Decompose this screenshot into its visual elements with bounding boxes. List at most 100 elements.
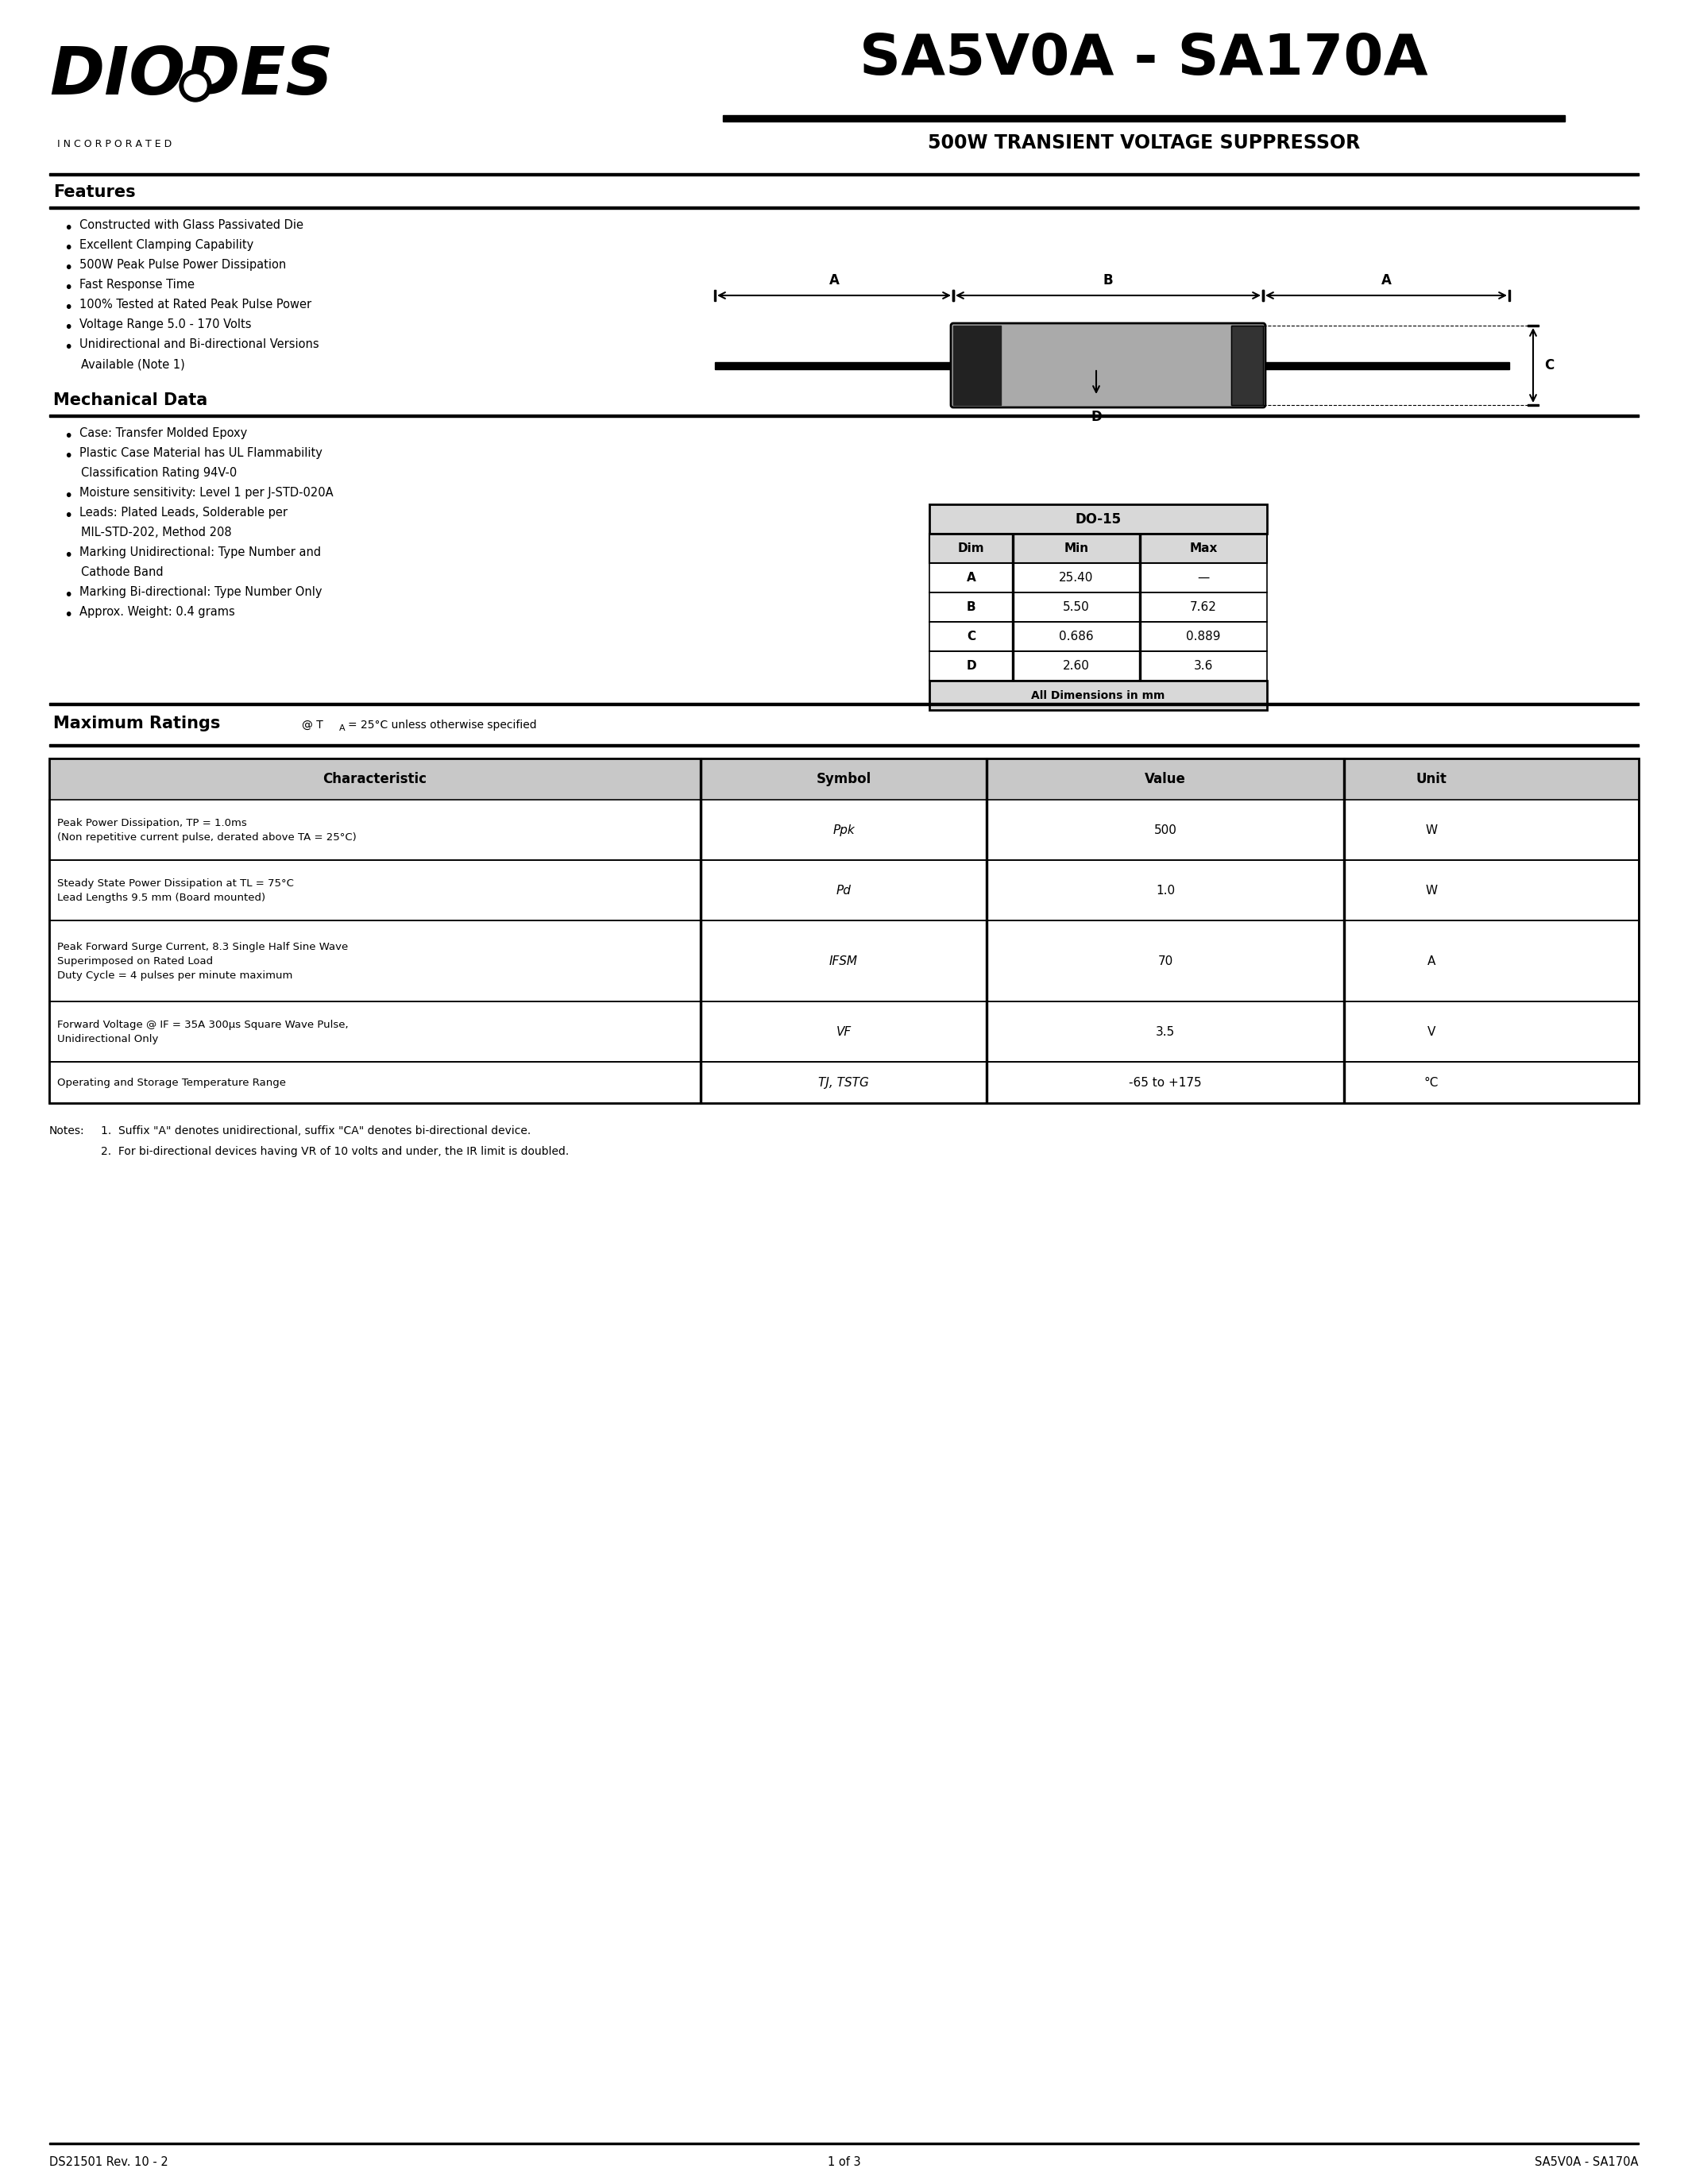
Text: = 25°C unless otherwise specified: = 25°C unless otherwise specified bbox=[348, 719, 537, 732]
Text: Peak Power Dissipation, TP = 1.0ms
(Non repetitive current pulse, derated above : Peak Power Dissipation, TP = 1.0ms (Non … bbox=[57, 817, 356, 843]
Bar bbox=[49, 1061, 1639, 1103]
Text: Case: Transfer Molded Epoxy: Case: Transfer Molded Epoxy bbox=[79, 428, 246, 439]
Text: VF: VF bbox=[836, 1026, 851, 1037]
Text: Available (Note 1): Available (Note 1) bbox=[81, 358, 186, 369]
Text: 0.889: 0.889 bbox=[1187, 631, 1220, 642]
Text: •: • bbox=[64, 489, 73, 505]
Bar bbox=[930, 681, 1268, 710]
Text: Steady State Power Dissipation at TL = 75°C
Lead Lengths 9.5 mm (Board mounted): Steady State Power Dissipation at TL = 7… bbox=[57, 878, 294, 902]
Text: Notes:: Notes: bbox=[49, 1125, 84, 1136]
Text: •: • bbox=[64, 341, 73, 356]
Bar bbox=[49, 799, 1639, 860]
Text: 25.40: 25.40 bbox=[1058, 572, 1094, 583]
Text: °C: °C bbox=[1425, 1077, 1438, 1088]
Text: 3.6: 3.6 bbox=[1193, 660, 1214, 673]
Text: W: W bbox=[1425, 823, 1438, 836]
Text: •: • bbox=[64, 221, 73, 236]
Bar bbox=[930, 592, 1268, 622]
Text: •: • bbox=[64, 607, 73, 622]
Text: 5.50: 5.50 bbox=[1063, 601, 1090, 614]
Text: D: D bbox=[1090, 411, 1102, 424]
Text: •: • bbox=[64, 240, 73, 256]
Bar bbox=[930, 563, 1268, 592]
Text: DS21501 Rev. 10 - 2: DS21501 Rev. 10 - 2 bbox=[49, 2156, 169, 2169]
FancyBboxPatch shape bbox=[950, 323, 1266, 408]
Bar bbox=[49, 1002, 1639, 1061]
Text: -65 to +175: -65 to +175 bbox=[1129, 1077, 1202, 1088]
Text: •: • bbox=[64, 448, 73, 463]
Bar bbox=[930, 533, 1268, 563]
Text: Characteristic: Characteristic bbox=[322, 771, 427, 786]
Text: 100% Tested at Rated Peak Pulse Power: 100% Tested at Rated Peak Pulse Power bbox=[79, 299, 312, 310]
Text: •: • bbox=[64, 260, 73, 275]
Text: Marking Unidirectional: Type Number and: Marking Unidirectional: Type Number and bbox=[79, 546, 321, 559]
Text: A: A bbox=[1381, 273, 1391, 288]
Text: A: A bbox=[967, 572, 976, 583]
Text: 500: 500 bbox=[1155, 823, 1177, 836]
Bar bbox=[930, 505, 1268, 533]
Text: 500W TRANSIENT VOLTAGE SUPPRESSOR: 500W TRANSIENT VOLTAGE SUPPRESSOR bbox=[928, 133, 1361, 153]
Text: Features: Features bbox=[54, 183, 135, 201]
Text: 2.  For bi-directional devices having VR of 10 volts and under, the IR limit is : 2. For bi-directional devices having VR … bbox=[101, 1147, 569, 1158]
Text: Ppk: Ppk bbox=[832, 823, 854, 836]
Text: DIODES: DIODES bbox=[49, 44, 333, 107]
Text: @ T: @ T bbox=[302, 719, 322, 732]
Text: Classification Rating 94V-0: Classification Rating 94V-0 bbox=[81, 467, 236, 478]
Text: —: — bbox=[1197, 572, 1210, 583]
Text: TJ, TSTG: TJ, TSTG bbox=[819, 1077, 869, 1088]
Text: Approx. Weight: 0.4 grams: Approx. Weight: 0.4 grams bbox=[79, 605, 235, 618]
Bar bbox=[930, 651, 1268, 681]
Text: Dim: Dim bbox=[957, 542, 984, 555]
Text: Symbol: Symbol bbox=[815, 771, 871, 786]
Text: 3.5: 3.5 bbox=[1156, 1026, 1175, 1037]
Text: •: • bbox=[64, 509, 73, 524]
Text: B: B bbox=[1104, 273, 1112, 288]
Text: Mechanical Data: Mechanical Data bbox=[54, 393, 208, 408]
Bar bbox=[1231, 325, 1263, 404]
Text: Forward Voltage @ IF = 35A 300μs Square Wave Pulse,
Unidirectional Only: Forward Voltage @ IF = 35A 300μs Square … bbox=[57, 1020, 348, 1044]
Text: 70: 70 bbox=[1158, 954, 1173, 968]
Text: C: C bbox=[1545, 358, 1555, 373]
Text: Excellent Clamping Capability: Excellent Clamping Capability bbox=[79, 238, 253, 251]
Bar bbox=[930, 505, 1268, 533]
Bar bbox=[716, 363, 954, 369]
Text: C: C bbox=[967, 631, 976, 642]
Text: MIL-STD-202, Method 208: MIL-STD-202, Method 208 bbox=[81, 526, 231, 539]
Text: 1.  Suffix "A" denotes unidirectional, suffix "CA" denotes bi-directional device: 1. Suffix "A" denotes unidirectional, su… bbox=[101, 1125, 530, 1136]
Text: All Dimensions in mm: All Dimensions in mm bbox=[1031, 690, 1165, 701]
Text: Maximum Ratings: Maximum Ratings bbox=[54, 716, 221, 732]
Circle shape bbox=[179, 70, 211, 103]
Text: •: • bbox=[64, 428, 73, 443]
Text: DO-15: DO-15 bbox=[1075, 511, 1121, 526]
Text: Constructed with Glass Passivated Die: Constructed with Glass Passivated Die bbox=[79, 218, 304, 232]
Text: Marking Bi-directional: Type Number Only: Marking Bi-directional: Type Number Only bbox=[79, 585, 322, 598]
Bar bbox=[49, 1002, 1639, 1061]
Text: A: A bbox=[339, 725, 346, 732]
Text: •: • bbox=[64, 587, 73, 603]
Bar bbox=[49, 799, 1639, 860]
Bar bbox=[930, 651, 1268, 681]
Bar bbox=[930, 533, 1268, 563]
Text: Leads: Plated Leads, Solderable per: Leads: Plated Leads, Solderable per bbox=[79, 507, 287, 518]
Text: Unidirectional and Bi-directional Versions: Unidirectional and Bi-directional Versio… bbox=[79, 339, 319, 349]
Bar bbox=[930, 622, 1268, 651]
Bar bbox=[49, 703, 1639, 705]
Bar bbox=[722, 116, 1565, 122]
Text: Pd: Pd bbox=[836, 885, 851, 895]
Text: Min: Min bbox=[1063, 542, 1089, 555]
Bar bbox=[930, 681, 1268, 710]
Bar bbox=[49, 745, 1639, 747]
Bar bbox=[930, 592, 1268, 622]
Bar bbox=[1231, 325, 1263, 404]
Text: A: A bbox=[829, 273, 839, 288]
Bar bbox=[930, 563, 1268, 592]
Bar bbox=[930, 622, 1268, 651]
Text: Peak Forward Surge Current, 8.3 Single Half Sine Wave
Superimposed on Rated Load: Peak Forward Surge Current, 8.3 Single H… bbox=[57, 941, 348, 981]
Text: V: V bbox=[1428, 1026, 1435, 1037]
Text: 2.60: 2.60 bbox=[1063, 660, 1090, 673]
Bar bbox=[49, 919, 1639, 1002]
Text: •: • bbox=[64, 299, 73, 314]
Bar bbox=[49, 1061, 1639, 1103]
Text: Unit: Unit bbox=[1416, 771, 1447, 786]
Text: Plastic Case Material has UL Flammability: Plastic Case Material has UL Flammabilit… bbox=[79, 448, 322, 459]
